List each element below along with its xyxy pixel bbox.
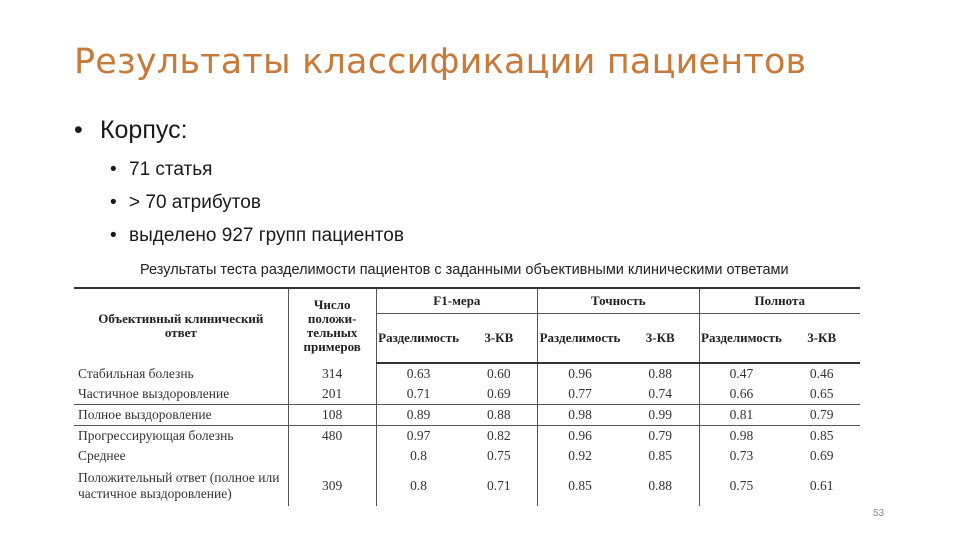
table-row-average: Среднее 0.8 0.75 0.92 0.85 0.73 0.69: [74, 446, 860, 466]
cell-r-kv: 0.79: [783, 404, 860, 426]
cell-r-kv: 0.85: [809, 428, 834, 443]
sub-bullet-list: • 71 статья • > 70 атрибутов • выделено 927…: [110, 153, 404, 252]
header-precision: Точность: [537, 288, 700, 314]
cell-r-kv: 0.69: [809, 448, 834, 463]
cell-p-sep: 0.77: [568, 386, 592, 401]
row-count: 480: [288, 425, 377, 446]
cell-f1-sep: 0.63: [406, 366, 431, 381]
cell-f1-sep: 0.97: [406, 428, 431, 443]
row-name: Полное выздоровление: [74, 404, 289, 426]
cell-r-sep: 0.66: [729, 386, 754, 401]
cell-p-sep: 0.96: [568, 428, 592, 443]
cell-p-sep: 0.96: [568, 366, 592, 381]
cell-p-kv: 0.88: [621, 363, 700, 384]
cell-p-kv: 0.74: [621, 384, 700, 405]
row-name: Частичное выздоровление: [74, 384, 289, 405]
header-recall: Полнота: [699, 288, 860, 314]
cell-r-kv: 0.46: [809, 366, 834, 381]
cell-f1-sep: 0.8: [410, 478, 427, 493]
header-f1: F1-мера: [376, 288, 539, 314]
table-caption: Результаты теста разделимости пациентов …: [140, 262, 789, 278]
cell-p-kv: 0.85: [621, 446, 700, 466]
cell-f1-kv: 0.69: [460, 384, 539, 405]
row-count: 108: [288, 404, 377, 426]
table-row: Положительный ответ (полное или частично…: [74, 466, 860, 506]
cell-p-sep: 0.85: [568, 478, 592, 493]
cell-r-sep: 0.73: [729, 448, 754, 463]
cell-f1-kv: 0.82: [460, 425, 539, 446]
header-precision-kv3: 3-КВ: [621, 313, 700, 364]
cell-f1-kv: 0.71: [460, 466, 539, 506]
header-recall-separability: Разделимость: [699, 313, 784, 364]
bullet-corpus: • Корпус:: [74, 116, 188, 145]
bullet-marker: •: [110, 225, 117, 246]
row-name: Прогрессирующая болезнь: [74, 425, 289, 446]
cell-f1-sep: 0.8: [410, 448, 427, 463]
cell-p-sep: 0.98: [537, 404, 622, 426]
row-name: Среднее: [74, 446, 289, 466]
cell-r-sep: 0.81: [699, 404, 784, 426]
cell-f1-sep: 0.89: [376, 404, 461, 426]
sub-bullet-item: • 71 статья: [110, 153, 404, 186]
cell-p-kv: 0.79: [621, 425, 700, 446]
cell-f1-sep: 0.71: [406, 386, 431, 401]
table-row: Частичное выздоровление 201 0.71 0.69 0.…: [74, 384, 860, 405]
cell-r-sep: 0.47: [729, 366, 754, 381]
sub-bullet-item: • выделено 927 групп пациентов: [110, 219, 404, 252]
row-count: 201: [288, 384, 377, 405]
bullet-marker: •: [74, 116, 83, 144]
cell-f1-kv: 0.60: [460, 363, 539, 384]
table-row: Полное выздоровление 108 0.89 0.88 0.98 …: [74, 404, 860, 426]
bullet-marker: •: [110, 192, 117, 213]
page-number: 53: [873, 508, 885, 519]
sub-bullet-text: 71 статья: [129, 159, 213, 180]
bullet-corpus-label: Корпус:: [99, 116, 188, 144]
sub-bullet-item: • > 70 атрибутов: [110, 186, 404, 219]
bullet-marker: •: [110, 159, 117, 180]
cell-p-sep: 0.92: [568, 448, 592, 463]
cell-f1-kv: 0.75: [460, 446, 539, 466]
sub-bullet-text: > 70 атрибутов: [129, 192, 261, 213]
header-recall-kv3: 3-КВ: [783, 313, 860, 364]
row-name: Стабильная болезнь: [74, 363, 289, 384]
header-positive-count: Число положи-тельных примеров: [288, 288, 377, 363]
slide-title: Результаты классификации пациентов: [74, 42, 807, 82]
cell-r-kv: 0.61: [809, 478, 834, 493]
cell-r-kv: 0.65: [809, 386, 834, 401]
results-table: Объективный клинический ответ Число поло…: [74, 287, 860, 506]
table-row: Стабильная болезнь 314 0.63 0.60 0.96 0.…: [74, 363, 860, 384]
header-precision-separability: Разделимость: [537, 313, 622, 364]
cell-r-sep: 0.98: [729, 428, 754, 443]
table-row: Прогрессирующая болезнь 480 0.97 0.82 0.…: [74, 425, 860, 446]
cell-p-kv: 0.88: [621, 466, 700, 506]
cell-p-kv: 0.99: [621, 404, 700, 426]
row-count: 309: [288, 466, 377, 506]
cell-f1-kv: 0.88: [460, 404, 539, 426]
header-f1-kv3: 3-КВ: [460, 313, 539, 364]
cell-r-sep: 0.75: [729, 478, 754, 493]
results-table-wrapper: Объективный клинический ответ Число поло…: [74, 287, 860, 506]
header-f1-separability: Разделимость: [376, 313, 461, 364]
row-count: 314: [288, 363, 377, 384]
row-count: [288, 446, 377, 466]
row-name: Положительный ответ (полное или частично…: [74, 466, 289, 506]
header-objective-response: Объективный клинический ответ: [74, 288, 289, 363]
sub-bullet-text: выделено 927 групп пациентов: [129, 225, 404, 246]
